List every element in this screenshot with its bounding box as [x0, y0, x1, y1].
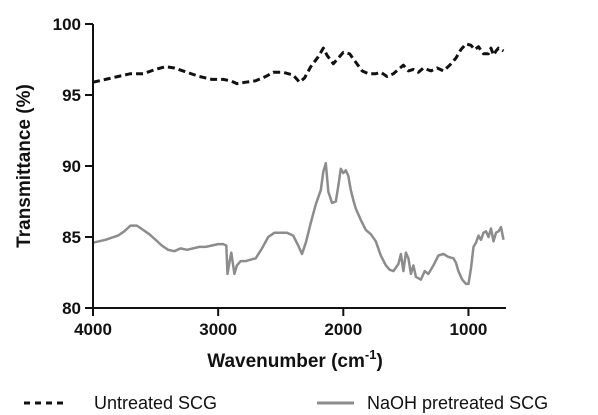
- y-tick-label: 95: [62, 86, 81, 105]
- y-ticks: 80 85 90 95 100: [53, 15, 93, 318]
- legend-label-naoh: NaOH pretreated SCG: [367, 393, 548, 413]
- legend-item-naoh: NaOH pretreated SCG: [317, 393, 548, 413]
- y-axis-title: Transmittance (%): [14, 84, 35, 248]
- axes: [92, 24, 506, 309]
- legend-label-untreated: Untreated SCG: [94, 393, 217, 413]
- legend-item-untreated: Untreated SCG: [24, 393, 217, 413]
- x-axis-title: Wavenumber (cm-1): [207, 347, 383, 372]
- y-tick-label: 90: [62, 157, 81, 176]
- series-line-naoh: [92, 161, 505, 286]
- x-tick-label: 4000: [74, 320, 112, 339]
- y-tick-label: 85: [62, 228, 81, 247]
- x-axis-title-main: Wavenumber (cm: [207, 351, 365, 372]
- y-tick-label: 100: [53, 15, 81, 34]
- x-ticks: 4000 3000 2000 1000: [74, 308, 487, 339]
- x-axis-title-end: ): [376, 351, 382, 372]
- x-tick-label: 1000: [450, 320, 488, 339]
- y-tick-label: 80: [62, 299, 81, 318]
- series-line-untreated: [92, 42, 505, 86]
- plot-area: [92, 42, 505, 286]
- x-tick-label: 3000: [199, 320, 237, 339]
- x-axis-title-superscript: -1: [365, 347, 377, 362]
- x-tick-label: 2000: [324, 320, 362, 339]
- legend: Untreated SCG NaOH pretreated SCG: [24, 393, 548, 413]
